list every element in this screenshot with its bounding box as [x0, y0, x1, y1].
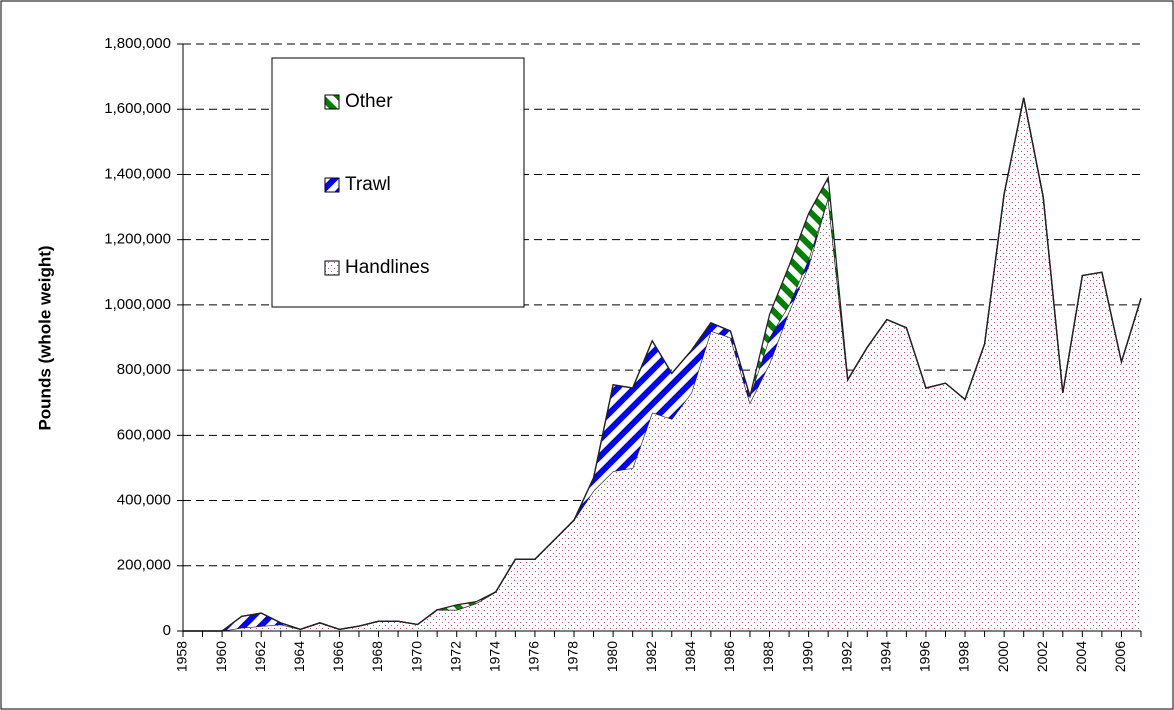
legend-label: Trawl [345, 174, 391, 195]
x-tick-label: 1960 [213, 641, 229, 672]
x-tick-label: 1976 [526, 641, 542, 672]
y-tick-label: 1,600,000 [104, 100, 171, 117]
x-tick-label: 2006 [1112, 641, 1128, 672]
y-tick-label: 600,000 [117, 426, 171, 443]
x-tick-label: 1984 [682, 641, 698, 672]
x-tick-label: 2002 [1034, 641, 1050, 672]
x-tick-label: 1970 [408, 641, 424, 672]
x-tick-label: 2000 [995, 641, 1011, 672]
legend-label: Handlines [345, 257, 430, 278]
x-tick-label: 2004 [1073, 641, 1089, 672]
y-tick-label: 1,000,000 [104, 296, 171, 313]
y-tick-label: 200,000 [117, 557, 171, 574]
x-tick-label: 1996 [917, 641, 933, 672]
area [183, 97, 1141, 631]
legend-swatch [324, 177, 340, 193]
legend-label: Other [345, 91, 393, 112]
legend-swatch [324, 260, 340, 276]
y-axis-label: Pounds (whole weight) [35, 245, 54, 430]
x-tick-label: 1988 [760, 641, 776, 672]
x-tick-label: 1958 [174, 641, 190, 672]
x-tick-label: 1978 [565, 641, 581, 672]
x-tick-label: 1980 [604, 641, 620, 672]
legend-swatch [324, 94, 340, 110]
y-tick-label: 1,400,000 [104, 165, 171, 182]
area [183, 97, 1141, 631]
x-tick-label: 1998 [956, 641, 972, 672]
x-tick-label: 1994 [878, 641, 894, 672]
x-tick-label: 1986 [721, 641, 737, 672]
x-tick-label: 1968 [369, 641, 385, 672]
x-tick-label: 1972 [447, 641, 463, 672]
x-tick-label: 1990 [799, 641, 815, 672]
y-tick-label: 800,000 [117, 361, 171, 378]
y-tick-label: 0 [163, 622, 171, 639]
y-tick-label: 1,200,000 [104, 231, 171, 248]
x-tick-label: 1982 [643, 641, 659, 672]
x-tick-label: 1992 [838, 641, 854, 672]
y-tick-label: 400,000 [117, 492, 171, 509]
y-tick-label: 1,800,000 [104, 35, 171, 52]
x-tick-label: 1962 [252, 641, 268, 672]
x-tick-label: 1964 [291, 641, 307, 672]
x-tick-label: 1966 [330, 641, 346, 672]
area-edge [183, 97, 1142, 632]
legend-box [271, 57, 525, 308]
x-tick-label: 1974 [487, 641, 503, 672]
